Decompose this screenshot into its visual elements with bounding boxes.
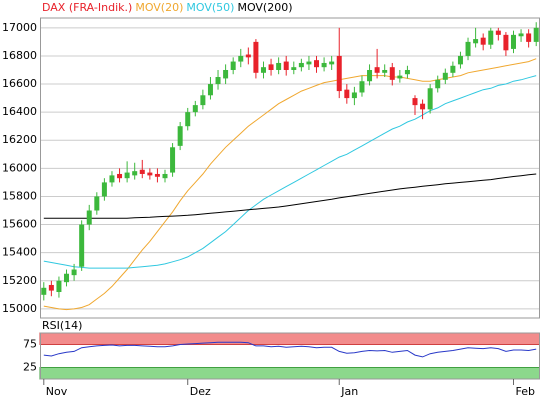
candle-body <box>192 105 198 113</box>
y-tick-label: 15000 <box>2 302 37 315</box>
y-tick-label: 15600 <box>2 218 37 231</box>
y-tick-label: 15400 <box>2 246 37 259</box>
candle-body <box>367 69 373 82</box>
candle-body <box>109 175 115 183</box>
candle-body <box>389 67 395 80</box>
x-tick-label: Jan <box>340 385 358 398</box>
candle-body <box>230 61 236 70</box>
candle-body <box>79 224 85 267</box>
line-series <box>43 75 537 269</box>
candle-body <box>314 60 320 68</box>
candle-body <box>223 69 229 79</box>
candle-body <box>435 79 441 89</box>
candle-body <box>336 55 342 92</box>
candle-body <box>503 34 509 51</box>
candle-body <box>518 33 524 37</box>
candle-body <box>480 37 486 45</box>
candle-body <box>154 173 160 177</box>
panel-title: RSI(14) <box>42 319 82 332</box>
candle-body <box>260 67 266 73</box>
candle-body <box>170 147 176 173</box>
candle-body <box>298 62 304 68</box>
x-tick-label: Dez <box>190 385 211 398</box>
candle-body <box>124 172 130 179</box>
candle-body <box>48 284 54 291</box>
line-series <box>43 341 537 358</box>
candle-body <box>238 55 244 62</box>
candle-body <box>329 61 335 65</box>
y-tick-label: 25 <box>23 361 37 374</box>
line-series <box>43 58 537 311</box>
candle-body <box>207 84 213 96</box>
candle-body <box>94 196 100 211</box>
candle-body <box>185 112 191 127</box>
candle-body <box>56 280 62 293</box>
upper-band <box>39 332 540 345</box>
candle-body <box>101 182 107 197</box>
candle-body <box>268 64 274 70</box>
x-tick-label: Feb <box>515 385 534 398</box>
legend-entry: MOV(50) <box>186 1 234 14</box>
y-tick-label: 17000 <box>2 21 37 34</box>
y-tick-label: 16800 <box>2 49 37 62</box>
legend-entry: MOV(200) <box>237 1 292 14</box>
candle-body <box>162 173 168 179</box>
candle-body <box>457 55 463 65</box>
candle-body <box>245 54 251 58</box>
candle-body <box>71 269 77 276</box>
candle-body <box>412 98 418 106</box>
candle-body <box>465 41 471 56</box>
candle-body <box>420 103 426 110</box>
candle-body <box>276 62 282 70</box>
lower-band <box>39 367 540 380</box>
y-tick-label: 75 <box>23 338 37 351</box>
candle-body <box>450 65 456 73</box>
candle-body <box>495 30 501 35</box>
candle-body <box>321 62 327 68</box>
candle-body <box>442 72 448 80</box>
candle-body <box>526 33 532 42</box>
candle-body <box>283 61 289 70</box>
candle-body <box>215 77 221 85</box>
candle-body <box>351 92 357 99</box>
y-tick-label: 16400 <box>2 105 37 118</box>
candle-body <box>177 126 183 146</box>
candle-body <box>374 67 380 73</box>
candle-body <box>344 89 350 99</box>
candle-body <box>397 75 403 79</box>
candle-body <box>404 69 410 75</box>
candle-body <box>64 273 70 283</box>
candle-body <box>41 287 47 295</box>
candle-body <box>359 81 365 93</box>
y-tick-label: 15200 <box>2 274 37 287</box>
candle-body <box>132 171 138 176</box>
y-tick-label: 16200 <box>2 133 37 146</box>
legend-entry: DAX (FRA-Indik.) <box>42 1 132 14</box>
y-tick-label: 15800 <box>2 189 37 202</box>
candle-body <box>253 41 259 73</box>
y-tick-label: 16000 <box>2 161 37 174</box>
y-tick-label: 16600 <box>2 77 37 90</box>
candle-body <box>510 34 516 49</box>
candle-body <box>86 210 92 225</box>
candle-body <box>291 67 297 70</box>
line-series <box>43 173 537 219</box>
candle-body <box>382 69 388 73</box>
candle-body <box>147 172 153 176</box>
candle-body <box>473 39 479 44</box>
candle-body <box>488 30 494 45</box>
candle-body <box>200 95 206 106</box>
candle-body <box>139 169 145 174</box>
x-tick-label: Nov <box>46 385 68 398</box>
candle-body <box>533 27 539 42</box>
candle-body <box>117 173 123 179</box>
candle-body <box>427 88 433 110</box>
legend-entry: MOV(20) <box>135 1 183 14</box>
candle-body <box>306 61 312 65</box>
